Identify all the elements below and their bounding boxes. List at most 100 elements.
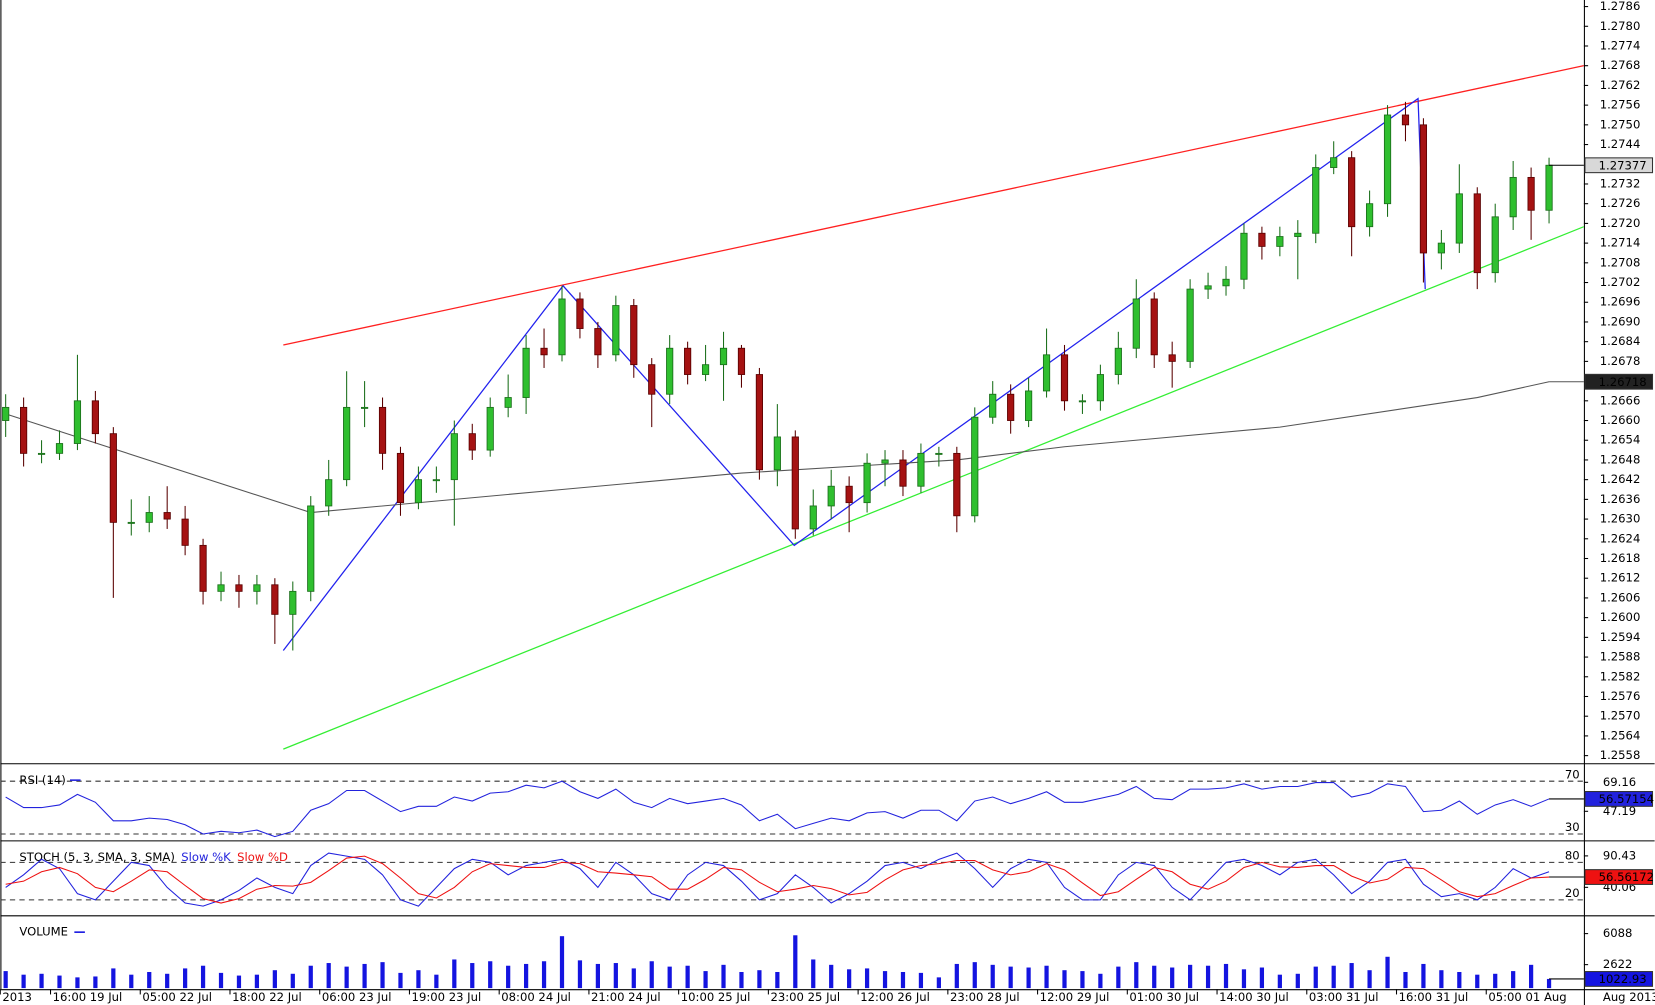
volume-bar	[1511, 971, 1516, 989]
candle-body	[1455, 193, 1463, 244]
volume-bar	[1475, 974, 1480, 989]
candle-body	[612, 305, 620, 356]
y-tick-label: 1.2696	[1600, 295, 1641, 309]
y-tick-label: 1.2714	[1600, 236, 1641, 250]
candle-body	[594, 328, 602, 356]
x-tick-label: 03:00 31 Jul	[1309, 990, 1379, 1004]
volume-bar	[936, 977, 941, 989]
candle-body	[1419, 124, 1428, 254]
candle-body	[1527, 176, 1535, 211]
x-tick-label: 08:00 24 Jul	[501, 990, 571, 1004]
volume-bar	[183, 968, 188, 989]
volume-bar	[1134, 962, 1139, 989]
value-box	[1584, 157, 1654, 174]
y-tick-label: 6088	[1603, 926, 1633, 940]
series-line	[5, 852, 1550, 907]
legend-entry: Slow %K	[181, 850, 231, 864]
volume-bar	[541, 961, 547, 989]
x-tick-label: 21:00 24 Jul	[591, 990, 661, 1004]
x-tick-label: 16:00 19 Jul	[53, 990, 123, 1004]
x-tick-label: 12:00 26 Jul	[860, 990, 930, 1004]
candle-body	[809, 505, 817, 530]
candle-body	[1545, 164, 1553, 211]
volume-bar	[847, 969, 852, 989]
x-tick-label: 14:00 30 Jul	[1219, 990, 1289, 1004]
y-tick-label: 1.2594	[1600, 630, 1641, 644]
volume-bar	[200, 965, 206, 989]
volume-bar	[254, 974, 260, 989]
candle-body	[1007, 393, 1015, 421]
y-tick-label: 1.2786	[1600, 0, 1641, 13]
x-tick-label: 23:00 28 Jul	[950, 990, 1020, 1004]
y-tick-label: 1.2708	[1600, 255, 1641, 269]
volume-bar	[236, 975, 242, 989]
candle-body	[217, 584, 225, 592]
candle-body	[307, 505, 315, 592]
x-tick-label: 23:00 25 Jul	[770, 990, 840, 1004]
level-label: 30	[1565, 820, 1580, 834]
candle-body	[343, 406, 351, 481]
volume-bar	[1170, 967, 1175, 989]
y-tick-label: 1.2726	[1600, 196, 1641, 210]
candle-body	[181, 518, 189, 546]
legend-entry: Slow %D	[237, 850, 288, 864]
volume-bar	[39, 973, 44, 989]
y-tick-label: 1.2690	[1600, 314, 1641, 328]
value-box	[1584, 971, 1654, 987]
candle-body	[1365, 203, 1374, 228]
candle-body	[971, 416, 979, 517]
volume-bar	[1295, 973, 1300, 989]
y-tick-label: 1.2684	[1600, 334, 1641, 348]
series-line	[5, 780, 1550, 838]
candle-body	[1491, 216, 1499, 274]
value-box	[1584, 869, 1654, 885]
volume-bar	[3, 971, 8, 989]
candle-body	[1240, 232, 1248, 280]
y-tick-label: 1.2744	[1600, 137, 1641, 151]
volume-bar	[57, 975, 62, 989]
volume-bar	[1421, 963, 1426, 989]
x-tick-label: 10:00 25 Jul	[681, 990, 751, 1004]
volume-bar	[308, 965, 313, 989]
volume-bar	[1493, 973, 1498, 989]
candle-body	[325, 479, 333, 507]
x-tick-label: 06:00 23 Jul	[322, 990, 392, 1004]
candle-body	[684, 347, 692, 375]
value-label: 1022.93	[1599, 972, 1647, 986]
volume-bar	[326, 963, 331, 989]
volume-bar	[1223, 963, 1229, 989]
volume-bar	[398, 972, 403, 989]
candle-body	[1186, 288, 1194, 362]
y-tick-label: 1.2654	[1600, 433, 1641, 447]
volume-bar	[1116, 966, 1121, 989]
volume-bar	[631, 968, 636, 989]
candle-body	[55, 443, 64, 454]
x-tick-label: 01:00 30 Jul	[1129, 990, 1199, 1004]
trendline	[283, 65, 1584, 346]
volume-bar	[75, 977, 80, 989]
candle-body	[791, 436, 799, 530]
value-label: 1.26718	[1599, 375, 1647, 389]
volume-bar	[577, 960, 583, 989]
volume-bar	[416, 970, 421, 989]
volume-bar	[595, 963, 601, 989]
candle-body	[1222, 278, 1230, 287]
volume-bar	[21, 974, 26, 989]
volume-bar	[918, 972, 924, 989]
value-label: 1.27377	[1599, 158, 1647, 172]
x-tick-label: 18:00 22 Jul	[232, 990, 302, 1004]
panel-title: STOCH (5, 3, SMA, 3, SMA) Slow %K Slow %D	[19, 850, 288, 864]
y-tick-label: 1.2606	[1600, 590, 1641, 604]
y-tick-label: 1.2576	[1600, 689, 1641, 703]
y-tick-label: 69.16	[1603, 775, 1636, 789]
candle-body	[630, 305, 638, 366]
candle-body	[1509, 176, 1517, 218]
volume-bar	[1152, 965, 1157, 989]
candle-body	[1025, 390, 1033, 421]
x-tick-label: 12:00 29 Jul	[1040, 990, 1110, 1004]
candle-body	[1132, 298, 1140, 349]
candle-body	[1401, 114, 1410, 126]
volume-bar	[488, 961, 493, 989]
volume-bar	[1403, 971, 1408, 989]
volume-bar	[470, 963, 475, 989]
